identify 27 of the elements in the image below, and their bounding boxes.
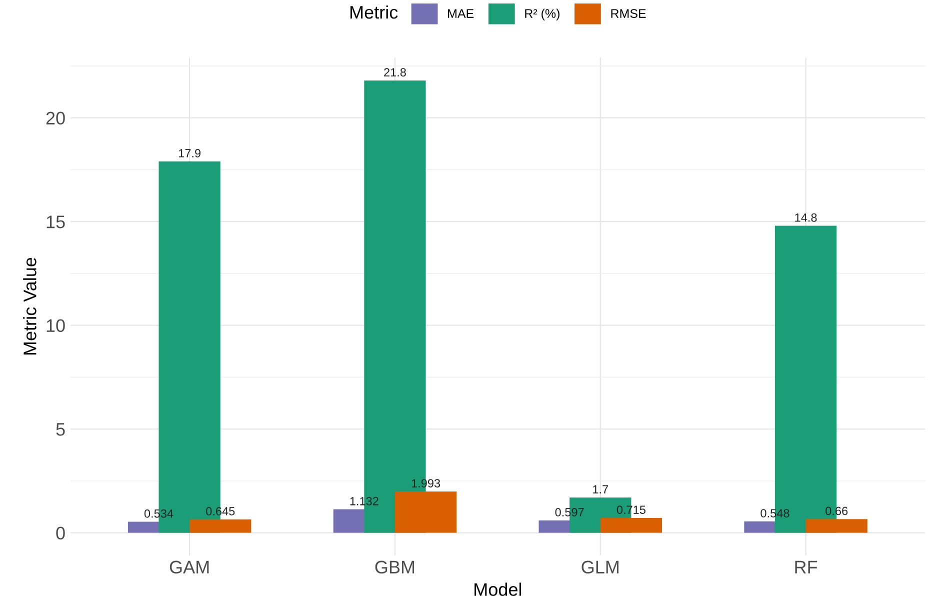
x-tick-label: GLM: [582, 560, 618, 574]
data-label: 1.7: [593, 485, 608, 494]
y-tick-label: 15: [46, 216, 65, 228]
data-label: 0.66: [826, 506, 848, 516]
y-tick-label: 10: [46, 319, 65, 332]
legend-title: Metric: [350, 5, 398, 19]
data-label: 21.8: [384, 68, 406, 76]
data-label: 14.8: [795, 213, 817, 222]
legend-label: R² (%): [525, 8, 560, 20]
bar: [600, 518, 662, 533]
x-tick-label: GBM: [375, 560, 414, 574]
bar: [806, 519, 868, 533]
x-tick-label: RF: [795, 560, 818, 574]
data-label: 17.9: [178, 149, 200, 158]
bar: [394, 491, 457, 533]
legend-label: RMSE: [611, 9, 646, 18]
y-tick-label: 0: [56, 526, 65, 540]
bar: [190, 519, 252, 533]
x-axis-title: Model: [474, 582, 522, 596]
data-label: 1.993: [412, 479, 440, 488]
legend-label: MAE: [448, 9, 474, 18]
y-tick-label: 5: [56, 423, 65, 436]
x-tick-label: GAM: [170, 560, 209, 574]
y-tick-label: 20: [46, 112, 65, 125]
y-axis-title: Metric Value: [23, 258, 36, 355]
data-label: 0.597: [555, 508, 584, 516]
data-label: 0.548: [760, 509, 790, 518]
